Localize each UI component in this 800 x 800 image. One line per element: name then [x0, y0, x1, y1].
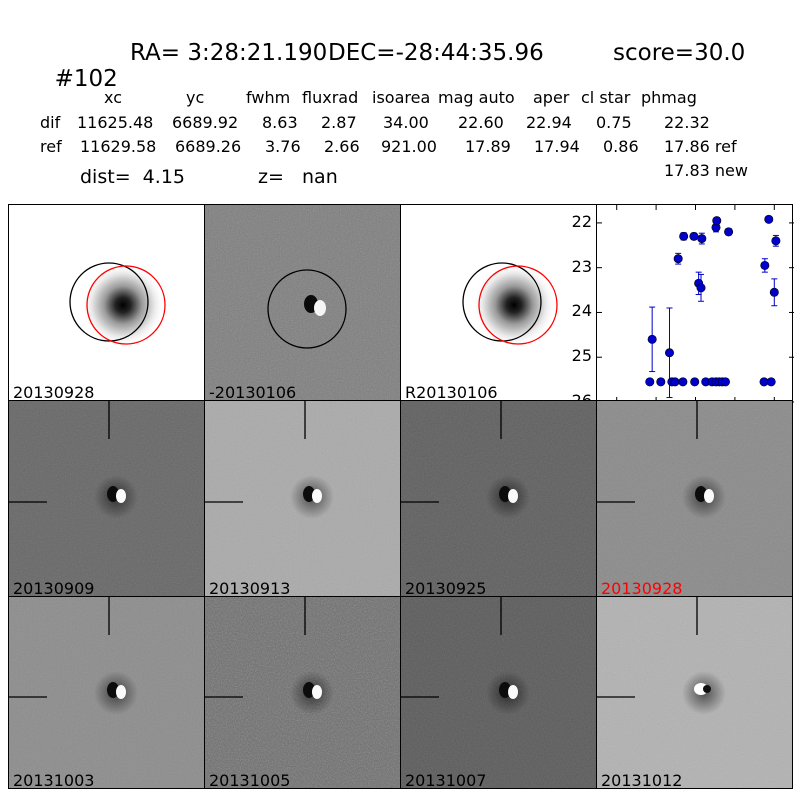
- row-label-ref: ref: [40, 137, 62, 156]
- stamp-bottom-1: 20131003: [8, 596, 205, 789]
- data-point: [712, 216, 722, 226]
- data-point: [771, 236, 781, 246]
- row-label-dif: dif: [40, 113, 61, 132]
- y-tick-label: 25: [571, 346, 592, 366]
- dif-yc: 6689.92: [172, 113, 239, 132]
- col-aper: aper: [533, 88, 570, 107]
- ref-aperture-circle: [69, 262, 149, 342]
- col-xc: xc: [104, 88, 122, 107]
- stamp-label: 20130928: [601, 579, 683, 597]
- z-value: z= nan: [258, 166, 338, 188]
- stamp-diff: -20130106: [204, 204, 401, 401]
- dec-coordinate: DEC=-28:44:35.96: [328, 40, 544, 66]
- ref-cl-star: 0.86: [603, 137, 639, 156]
- new-phmag: 17.83 new: [664, 161, 748, 180]
- score-value: score=30.0: [613, 40, 746, 66]
- col-isoarea: isoarea: [372, 88, 431, 107]
- data-point: [769, 287, 779, 297]
- dif-mag-auto: 22.60: [458, 113, 504, 132]
- data-point: [664, 348, 674, 358]
- stamp-label: 20130928: [13, 383, 95, 401]
- col-phmag: phmag: [641, 88, 697, 107]
- stamp-label: 20130925: [405, 579, 487, 597]
- col-yc: yc: [186, 88, 205, 107]
- col-fwhm: fwhm: [246, 88, 291, 107]
- stamp-middle-1: 20130909: [8, 400, 205, 597]
- ref-yc: 6689.26: [175, 137, 242, 156]
- diff-aperture-circle: [267, 269, 347, 349]
- stamp-label: 20130913: [209, 579, 291, 597]
- ref-xc: 11629.58: [80, 137, 157, 156]
- data-point: [697, 234, 707, 244]
- candidate-header: #102: [40, 40, 118, 92]
- stamp-bottom-4: 20131012: [596, 596, 793, 789]
- stamp-label: 20131003: [13, 771, 95, 789]
- dif-fwhm: 8.63: [262, 113, 298, 132]
- ref-aper: 17.94: [534, 137, 580, 156]
- data-point: [724, 227, 734, 237]
- y-tick-label: 23: [571, 256, 592, 276]
- stamp-bottom-2: 20131005: [204, 596, 401, 789]
- limit-point: [656, 377, 666, 387]
- data-point: [689, 231, 699, 241]
- data-point: [696, 283, 706, 293]
- col-mag-auto: mag auto: [438, 88, 515, 107]
- ra-coordinate: RA= 3:28:21.190: [130, 40, 328, 66]
- candidate-id: #102: [54, 66, 118, 92]
- stamp-label: 20131005: [209, 771, 291, 789]
- limit-point: [720, 377, 730, 387]
- stamp-middle-3: 20130925: [400, 400, 597, 597]
- data-point: [760, 260, 770, 270]
- ref-isoarea: 921.00: [381, 137, 437, 156]
- dif-phmag: 22.32: [664, 113, 710, 132]
- dif-xc: 11625.48: [77, 113, 154, 132]
- stamp-label: 20131012: [601, 771, 683, 789]
- stamp-label: 20131007: [405, 771, 487, 789]
- y-tick-label: 22: [571, 211, 592, 231]
- data-point: [647, 334, 657, 344]
- stamp-label: R20130106: [405, 383, 498, 401]
- dif-aper: 22.94: [526, 113, 572, 132]
- stamp-new: 20130928: [8, 204, 205, 401]
- ref-mag-auto: 17.89: [465, 137, 511, 156]
- new-aperture-circle: [478, 265, 558, 345]
- data-point: [673, 254, 683, 264]
- dist-value: dist= 4.15: [80, 166, 185, 188]
- limit-point: [670, 377, 680, 387]
- stamp-bottom-3: 20131007: [400, 596, 597, 789]
- y-tick-label: 24: [571, 301, 592, 321]
- ref-fluxrad: 2.66: [324, 137, 360, 156]
- limit-point: [690, 377, 700, 387]
- data-point: [679, 231, 689, 241]
- ref-fwhm: 3.76: [265, 137, 301, 156]
- limit-point: [766, 377, 776, 387]
- dif-isoarea: 34.00: [383, 113, 429, 132]
- stamp-label: 20130909: [13, 579, 95, 597]
- stamp-middle-4: 20130928: [596, 400, 793, 597]
- dif-cl-star: 0.75: [596, 113, 632, 132]
- stamp-middle-2: 20130913: [204, 400, 401, 597]
- limit-point: [678, 377, 688, 387]
- col-cl-star: cl star: [581, 88, 631, 107]
- col-fluxrad: fluxrad: [302, 88, 359, 107]
- stamp-label: -20130106: [209, 383, 297, 401]
- data-point: [764, 214, 774, 224]
- light-curve-chart: [596, 204, 794, 403]
- dif-fluxrad: 2.87: [321, 113, 357, 132]
- ref-phmag: 17.86 ref: [664, 137, 737, 156]
- new-aperture-circle: [86, 265, 166, 345]
- star-blob: [472, 263, 556, 347]
- limit-point: [645, 377, 655, 387]
